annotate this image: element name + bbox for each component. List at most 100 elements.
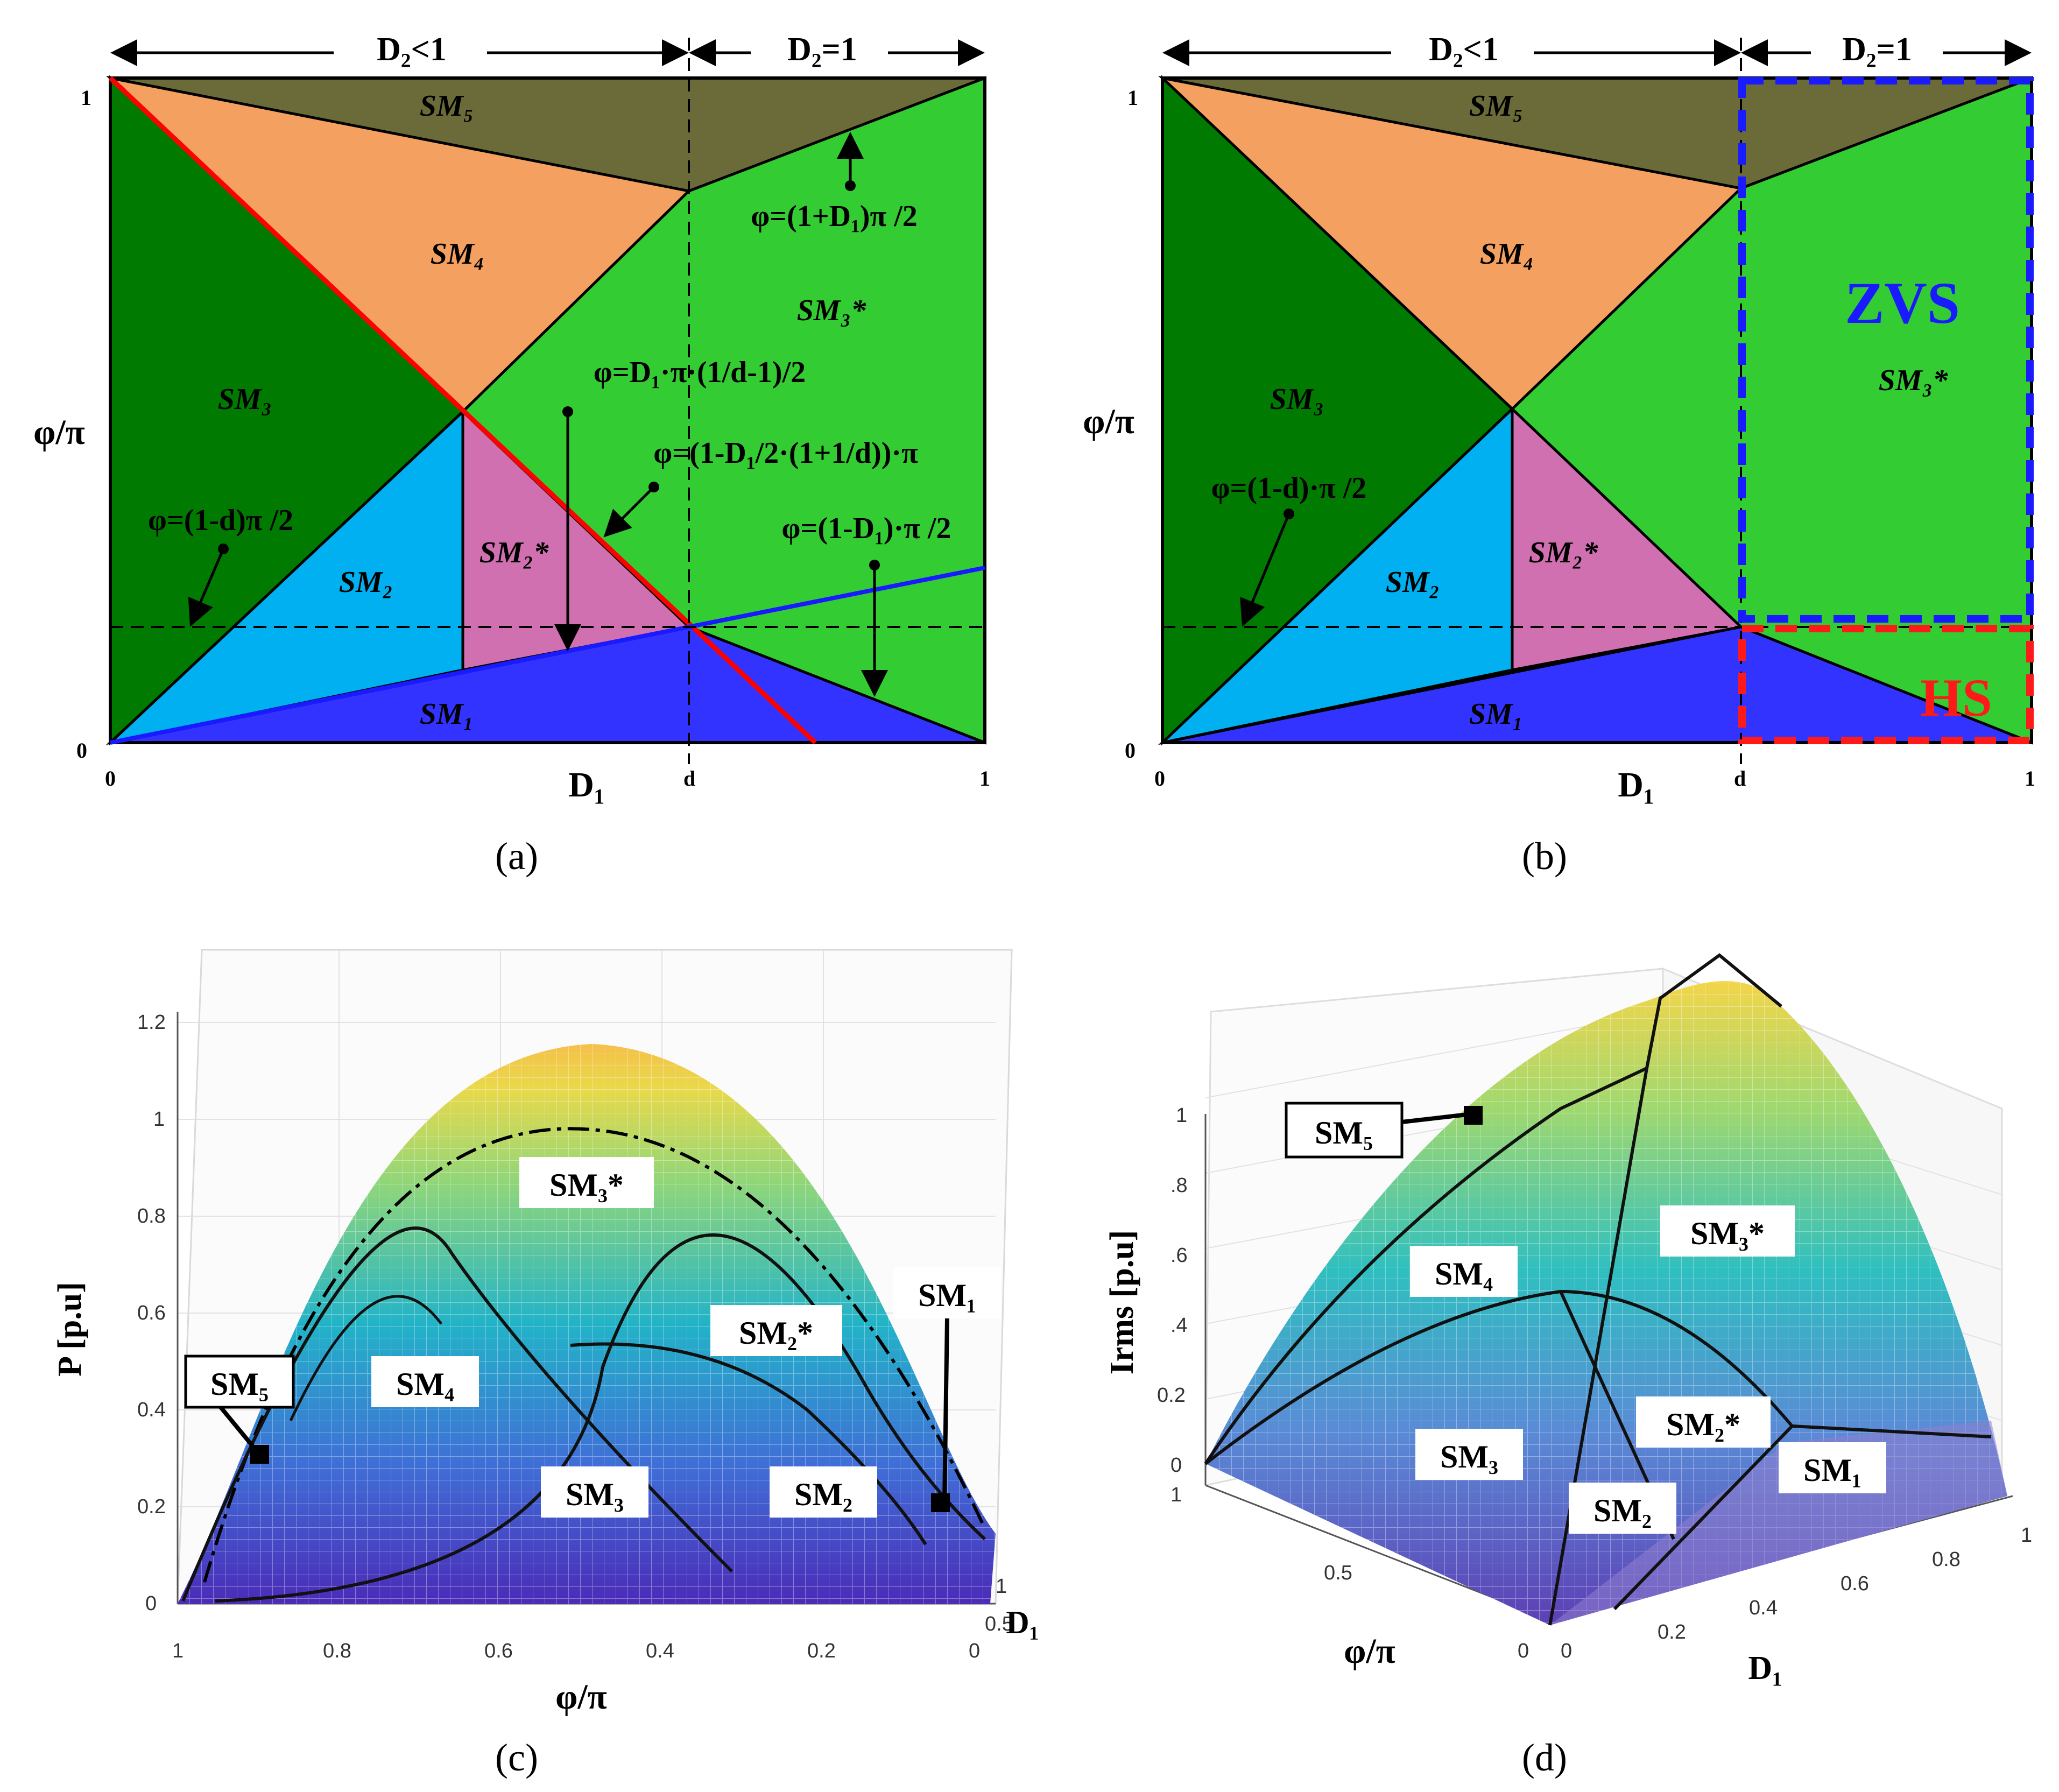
eq-mid: φ=D₁·π·(1/d-1)/2 bbox=[594, 356, 806, 389]
label-sm4: SM₄ bbox=[1480, 237, 1534, 271]
z-tick: .6 bbox=[1170, 1244, 1188, 1267]
panel-d: 0 0.2 .4 .6 .8 1 1 0.5 0 0 0.2 0.4 0 .6 0… bbox=[1104, 953, 2032, 1779]
label-box-sm4 bbox=[1410, 1246, 1518, 1297]
sm5-marker bbox=[250, 1445, 269, 1464]
phi-tick: 0 bbox=[1518, 1640, 1529, 1662]
label-sm4: SM₄ bbox=[431, 237, 484, 271]
blue-boundary-line bbox=[110, 566, 985, 745]
label-sm1: SM₁ bbox=[1803, 1452, 1861, 1488]
x-tick-0: 0 bbox=[1154, 766, 1165, 791]
label-sm2: SM₂ bbox=[794, 1477, 852, 1512]
label-box-sm3star bbox=[1660, 1205, 1795, 1257]
x-ticks: 1 0.8 0.6 0.4 0.2 0 0.5 1 bbox=[172, 1575, 1013, 1662]
label-box-sm5 bbox=[184, 1354, 295, 1409]
eq-diag-arrow bbox=[603, 486, 655, 538]
zvs-label: ZVS bbox=[1845, 270, 1960, 336]
boundary-sm5 bbox=[1204, 953, 1782, 1465]
eq-left-dot bbox=[1284, 509, 1294, 519]
z-tick: 1 bbox=[1176, 1104, 1187, 1127]
label-sm3star: SM₃* bbox=[549, 1167, 624, 1203]
eq-diag-dot bbox=[648, 482, 659, 492]
z-tick: 0.2 bbox=[137, 1495, 166, 1518]
label-sm4: SM₄ bbox=[1435, 1256, 1493, 1292]
z-ticks: 0 0.2 .4 .6 .8 1 bbox=[1157, 1104, 1188, 1477]
x-tick-0: 0 bbox=[105, 766, 116, 791]
label-sm3: SM₃ bbox=[1270, 383, 1324, 416]
x-axis-label: φ/π bbox=[555, 1677, 607, 1717]
caption-c: (c) bbox=[495, 1736, 538, 1779]
z-tick: .4 bbox=[1170, 1314, 1188, 1337]
range-label-right: D₂=1 bbox=[1842, 31, 1912, 68]
label-sm3star: SM₃* bbox=[1690, 1216, 1765, 1251]
label-sm2: SM₂ bbox=[339, 566, 393, 599]
x-axis-label: D₁ bbox=[1618, 765, 1654, 805]
d1-tick: 0.8 bbox=[1932, 1548, 1961, 1571]
z-tick: 0 bbox=[145, 1592, 157, 1615]
surface-lower-face bbox=[1550, 1421, 2007, 1625]
label-sm5: SM₅ bbox=[210, 1366, 269, 1402]
z-tick: 0.2 bbox=[1157, 1384, 1186, 1407]
label-sm2star: SM₂* bbox=[480, 536, 549, 569]
sm1-marker bbox=[931, 1493, 950, 1512]
label-box-sm2star bbox=[1636, 1396, 1771, 1448]
label-sm1: SM₁ bbox=[1469, 697, 1523, 731]
plot-frame bbox=[109, 76, 986, 744]
hs-label: HS bbox=[1920, 668, 1992, 728]
d1-tick: 0.4 bbox=[1749, 1597, 1778, 1619]
boundary-center bbox=[1548, 1068, 1648, 1626]
x-tick: 0.2 bbox=[807, 1640, 836, 1662]
z-tick: .8 bbox=[1170, 1174, 1188, 1197]
caption-a: (a) bbox=[495, 835, 538, 878]
label-sm3: SM₃ bbox=[218, 383, 272, 416]
caption-d: (d) bbox=[1522, 1736, 1567, 1779]
label-sm5: SM₅ bbox=[1315, 1115, 1373, 1151]
boundary-sm5 bbox=[289, 1295, 442, 1422]
y-tick-1: 1 bbox=[81, 86, 91, 110]
x-axis-label: D₁ bbox=[568, 765, 604, 805]
d1-tick: 0 bbox=[1561, 1640, 1572, 1662]
label-box-sm1 bbox=[893, 1267, 1001, 1318]
phi-tick: 0.5 bbox=[1324, 1562, 1352, 1584]
z-axis-label: P [p.u] bbox=[52, 1282, 88, 1377]
eq-left-arrow bbox=[188, 548, 225, 627]
eq-left: φ=(1-d)π /2 bbox=[148, 504, 293, 537]
label-sm1: SM₁ bbox=[918, 1278, 976, 1313]
eq-mid-dot bbox=[562, 406, 573, 417]
label-box-sm4 bbox=[371, 1356, 479, 1407]
z-tick: 0.6 bbox=[137, 1302, 166, 1324]
label-box-sm2 bbox=[1569, 1483, 1676, 1534]
label-sm2: SM₂ bbox=[1386, 566, 1440, 599]
z-tick: 0.4 bbox=[137, 1399, 166, 1421]
eq-diag: φ=(1-D₁/2·(1+1/d))·π bbox=[653, 436, 918, 470]
phi-tick: 1 bbox=[1170, 1484, 1182, 1506]
y-tick-1: 1 bbox=[1127, 86, 1138, 110]
label-sm5: SM₅ bbox=[1469, 89, 1523, 123]
phi-ticks: 1 0.5 0 bbox=[1170, 1484, 1529, 1662]
hs-region-box bbox=[1738, 625, 2034, 744]
z-axis-label: Irms [p.u] bbox=[1104, 1230, 1140, 1375]
boundary-sm2 bbox=[570, 1342, 927, 1546]
sm5-pointer bbox=[1401, 1112, 1472, 1124]
x-tick: 1 bbox=[172, 1640, 184, 1662]
boundary-sm3 bbox=[1204, 1289, 1992, 1465]
sm1-pointer bbox=[942, 1318, 949, 1502]
panel-c: 0 0.2 0.4 0.6 0.8 1 1.2 1 0.8 0.6 0.4 0.… bbox=[52, 949, 1039, 1779]
label-sm3star: SM₃* bbox=[1879, 364, 1948, 397]
d1-tick: 0.2 bbox=[1658, 1621, 1686, 1643]
eq-top-dot bbox=[845, 180, 856, 191]
eq-left-dot bbox=[218, 544, 229, 554]
label-sm4: SM₄ bbox=[396, 1366, 454, 1402]
x-tick-d: d bbox=[683, 766, 695, 791]
label-sm2star: SM₂* bbox=[739, 1315, 813, 1351]
d1-tick: 1 bbox=[2021, 1524, 2032, 1547]
range-label-left: D₂<1 bbox=[377, 31, 447, 68]
label-sm1: SM₁ bbox=[420, 697, 474, 731]
y-axis-label: φ/π bbox=[33, 413, 85, 452]
boundary-dashdot bbox=[203, 1127, 986, 1583]
x-tick: 0 bbox=[969, 1640, 980, 1662]
x-tick: 0.8 bbox=[323, 1640, 351, 1662]
eq-right: φ=(1-D₁)·π /2 bbox=[782, 512, 951, 545]
eq-left: φ=(1-d)·π /2 bbox=[1211, 471, 1367, 505]
eq-right-dot bbox=[869, 560, 880, 570]
